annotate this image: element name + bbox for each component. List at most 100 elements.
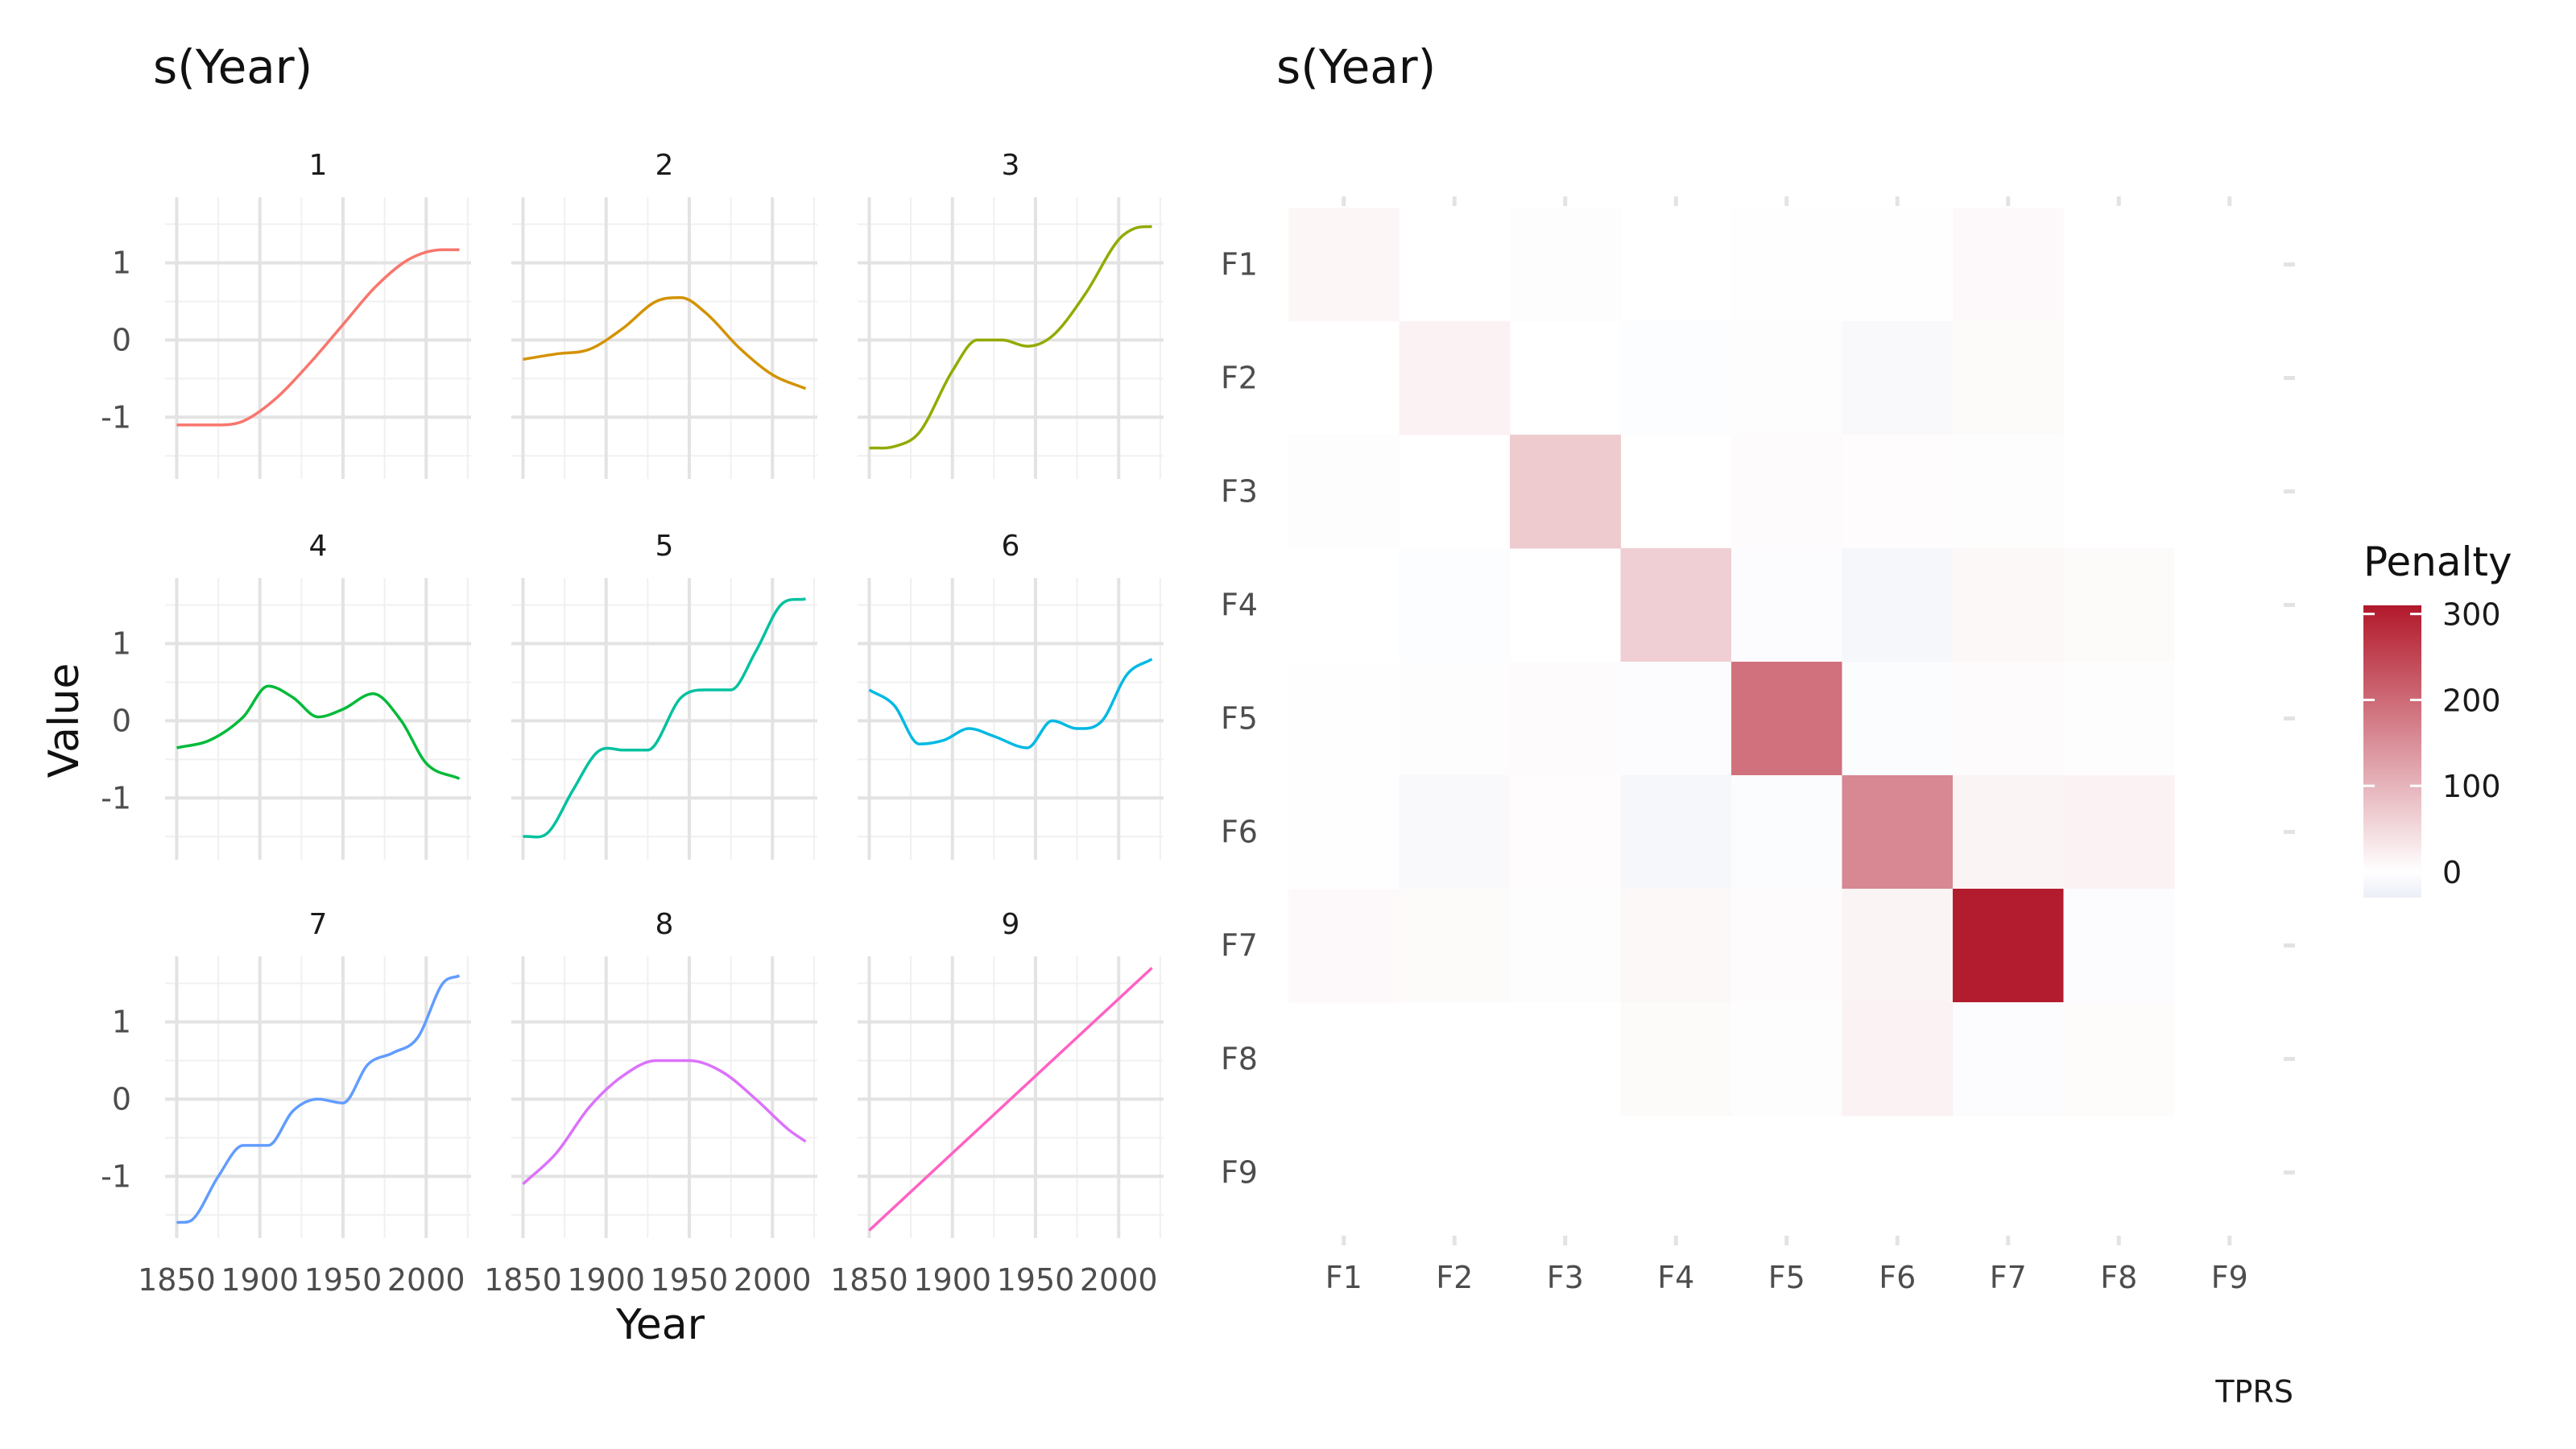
x-tick-label: 1850 bbox=[138, 1262, 216, 1298]
heatmap-cell bbox=[1953, 775, 2064, 890]
y-tick-label: -1 bbox=[101, 780, 131, 815]
y-tick-label: 1 bbox=[112, 246, 131, 281]
heatmap-cell bbox=[1842, 548, 1954, 663]
x-tick-label: 2000 bbox=[1080, 1262, 1158, 1298]
heatmap: F1 F2 F3 F4 F5 F6 F7 F8 F9 F1 F2 F3 F4 F5 F6 F7 F8 F9 bbox=[1221, 196, 2295, 1295]
y-tick-label: -1 bbox=[101, 1158, 131, 1194]
y-tick-label: 1 bbox=[112, 626, 131, 662]
x-tick-label: 2000 bbox=[387, 1262, 465, 1298]
facet-strip-label: 2 bbox=[655, 149, 674, 182]
y-tick-label: -1 bbox=[101, 399, 131, 435]
legend-tick-label: 100 bbox=[2442, 769, 2501, 804]
heatmap-cell bbox=[2063, 1002, 2175, 1117]
heatmap-cell bbox=[1620, 889, 1732, 1003]
y-tick-label: F3 bbox=[1221, 474, 1258, 510]
heatmap-cell bbox=[1953, 208, 2064, 322]
legend-tick-label: 0 bbox=[2442, 855, 2462, 890]
heatmap-cell bbox=[1842, 1002, 1954, 1117]
y-tick-label: 1 bbox=[112, 1005, 131, 1040]
x-tick-label: F5 bbox=[1768, 1260, 1805, 1295]
facet-panel-5: 5 bbox=[511, 530, 817, 860]
heatmap-cell bbox=[2063, 548, 2175, 663]
facet-panel-2: 2 bbox=[511, 149, 817, 479]
x-tick-label: F9 bbox=[2211, 1260, 2248, 1295]
x-tick-label: 1900 bbox=[221, 1262, 299, 1298]
facet-strip-label: 6 bbox=[1002, 530, 1020, 563]
facet-strip-label: 3 bbox=[1002, 149, 1020, 182]
series-line-3 bbox=[869, 225, 1152, 450]
heatmap-cell bbox=[1399, 321, 1511, 436]
facet-panel-3: 3 bbox=[858, 149, 1164, 479]
heatmap-cell bbox=[1620, 775, 1732, 890]
x-tick-label: 1900 bbox=[567, 1262, 645, 1298]
left-panel-title: s(Year) bbox=[153, 39, 312, 94]
facet-panel-4: 4 -1 0 1 bbox=[101, 530, 471, 860]
series-line-1 bbox=[176, 248, 460, 427]
heatmap-cell bbox=[1620, 548, 1732, 663]
heatmap-cell bbox=[1842, 435, 1954, 549]
heatmap-cell bbox=[1953, 435, 2064, 549]
y-tick-label: F9 bbox=[1221, 1155, 1258, 1191]
heatmap-cell bbox=[1510, 435, 1621, 549]
x-tick-label: 1950 bbox=[651, 1262, 729, 1298]
y-tick-label: F8 bbox=[1221, 1042, 1258, 1077]
heatmap-cell bbox=[1510, 775, 1621, 890]
series-line-4 bbox=[176, 684, 461, 780]
heatmap-cell bbox=[1510, 889, 1621, 1003]
heatmap-cell bbox=[1510, 208, 1621, 322]
right-panel-title: s(Year) bbox=[1276, 39, 1436, 94]
series-line-2 bbox=[523, 295, 807, 390]
heatmap-cell bbox=[1842, 889, 1954, 1003]
x-tick-label: 1950 bbox=[997, 1262, 1075, 1298]
heatmap-cell bbox=[1399, 889, 1511, 1003]
y-tick-label: F5 bbox=[1221, 701, 1258, 737]
legend-title: Penalty bbox=[2363, 539, 2512, 585]
y-tick-label: 0 bbox=[112, 322, 131, 357]
series-line-7 bbox=[176, 974, 461, 1224]
y-axis-title: Value bbox=[40, 663, 89, 778]
x-tick-label: F6 bbox=[1879, 1260, 1916, 1295]
facet-strip-label: 7 bbox=[309, 908, 328, 941]
heatmap-cell bbox=[1399, 775, 1511, 890]
legend-tick-label: 200 bbox=[2442, 683, 2501, 718]
heatmap-cell bbox=[1953, 662, 2064, 776]
heatmap-cell bbox=[1399, 662, 1511, 776]
facet-panel-7: 7 -1 0 1 1850 1900 1950 2000 bbox=[101, 908, 471, 1298]
heatmap-cell bbox=[1842, 775, 1954, 890]
y-tick-label: F6 bbox=[1221, 815, 1258, 850]
caption: TPRS bbox=[2214, 1374, 2293, 1410]
x-tick-label: 2000 bbox=[734, 1262, 812, 1298]
y-tick-label: F4 bbox=[1221, 588, 1258, 623]
heatmap-cell bbox=[1620, 1002, 1732, 1117]
facet-strip-label: 4 bbox=[309, 530, 328, 563]
heatmap-cell bbox=[1842, 321, 1954, 436]
heatmap-cell bbox=[1620, 321, 1732, 436]
heatmap-cell bbox=[1620, 662, 1732, 776]
heatmap-cell bbox=[1731, 548, 1842, 663]
legend-colorbar bbox=[2363, 605, 2421, 898]
heatmap-cell bbox=[1510, 662, 1621, 776]
x-tick-label: 1850 bbox=[830, 1262, 908, 1298]
x-axis-title: Year bbox=[615, 1301, 705, 1349]
facet-strip-label: 9 bbox=[1002, 908, 1020, 941]
heatmap-cell bbox=[1288, 208, 1400, 322]
y-tick-label: F7 bbox=[1221, 928, 1258, 964]
heatmap-cell bbox=[2063, 662, 2175, 776]
heatmap-cell bbox=[1288, 435, 1400, 549]
facet-panel-1: 1 -1 0 1 bbox=[101, 149, 471, 479]
facet-strip-label: 5 bbox=[655, 530, 674, 563]
heatmap-cell bbox=[1731, 662, 1842, 776]
heatmap-cell bbox=[1731, 435, 1842, 549]
heatmap-cell bbox=[1842, 662, 1954, 776]
series-line-8 bbox=[522, 1059, 807, 1186]
heatmap-cell bbox=[1288, 775, 1400, 890]
series-line-6 bbox=[868, 658, 1153, 749]
facet-panel-8: 8 1850 1900 1950 2000 bbox=[484, 908, 817, 1298]
x-tick-label: F1 bbox=[1325, 1260, 1362, 1295]
heatmap-cell bbox=[1953, 1002, 2064, 1117]
legend-tick-label: 300 bbox=[2442, 597, 2501, 633]
heatmap-cell bbox=[1731, 208, 1842, 322]
heatmap-cell bbox=[1842, 208, 1954, 322]
x-tick-label: F4 bbox=[1657, 1260, 1694, 1295]
